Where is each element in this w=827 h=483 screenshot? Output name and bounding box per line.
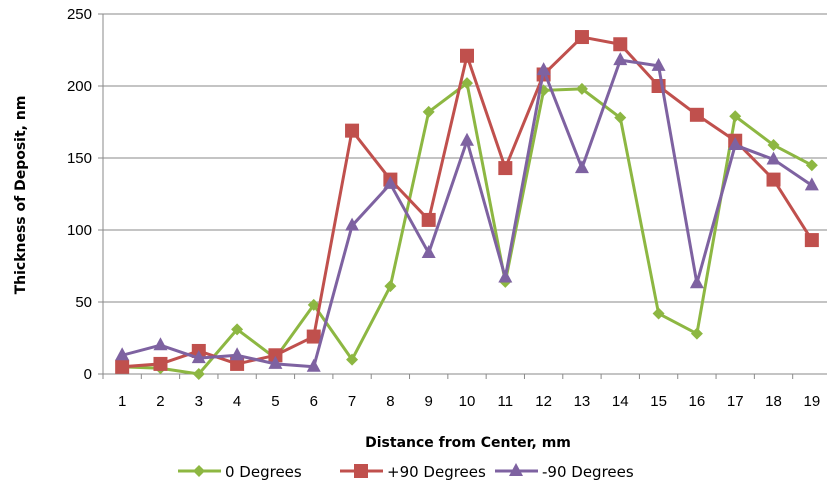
data-point — [306, 358, 321, 372]
data-point — [498, 161, 513, 176]
y-tick-label: 150 — [67, 150, 92, 167]
x-tick-label: 11 — [498, 393, 514, 410]
data-point — [805, 159, 818, 172]
data-point — [421, 212, 436, 227]
data-point — [574, 30, 589, 45]
x-tick-label: 15 — [650, 393, 667, 410]
data-point — [230, 356, 245, 371]
data-point — [230, 347, 245, 361]
data-point — [652, 307, 665, 320]
x-tick-label: 10 — [459, 393, 476, 410]
legend: 0 Degrees +90 Degrees -90 Degrees — [178, 463, 634, 481]
y-tick-label: 100 — [67, 222, 92, 239]
legend-marker — [509, 463, 523, 476]
x-tick-label: 16 — [689, 393, 706, 410]
data-point — [383, 175, 398, 189]
data-point — [461, 77, 473, 90]
legend-label: +90 Degrees — [387, 463, 486, 481]
data-point — [804, 177, 819, 191]
data-point — [689, 275, 704, 289]
x-tick-label: 7 — [348, 393, 356, 410]
data-point — [192, 368, 205, 380]
data-point — [766, 151, 781, 165]
data-point — [307, 298, 320, 311]
x-tick-label: 6 — [310, 393, 318, 410]
data-point — [766, 172, 781, 187]
legend-label: -90 Degrees — [542, 463, 634, 481]
y-axis-title: Thickness of Deposit, nm — [13, 96, 29, 295]
data-point — [306, 329, 321, 344]
data-point — [804, 233, 819, 248]
data-point — [384, 280, 397, 293]
data-point — [729, 110, 742, 123]
data-point — [651, 57, 666, 71]
data-point — [689, 107, 704, 122]
data-point — [231, 323, 244, 336]
x-tick-label: 5 — [271, 393, 279, 410]
data-point — [536, 62, 551, 76]
data-point — [460, 48, 474, 63]
series-group — [115, 30, 819, 380]
data-point — [575, 82, 588, 95]
data-point — [690, 327, 703, 340]
data-point — [191, 350, 206, 364]
legend-item-1: 0 Degrees — [178, 463, 302, 481]
legend-item-2: +90 Degrees — [340, 463, 486, 481]
axes — [98, 13, 827, 379]
data-point — [153, 356, 168, 371]
data-point — [421, 245, 436, 259]
x-tick-label: 18 — [765, 393, 782, 410]
series-3 — [115, 52, 819, 372]
x-tick-label: 4 — [233, 393, 241, 410]
data-point — [345, 123, 360, 138]
series-line — [121, 58, 813, 369]
data-point — [614, 111, 627, 124]
x-tick-label: 13 — [574, 393, 591, 410]
legend-label: 0 Degrees — [225, 463, 302, 481]
data-point — [346, 353, 359, 366]
x-tick-label: 2 — [156, 393, 164, 410]
data-point — [728, 137, 743, 151]
data-point — [268, 348, 283, 363]
data-point — [767, 139, 780, 152]
x-tick-label: 14 — [612, 393, 629, 410]
data-point — [613, 52, 628, 66]
data-point — [115, 359, 130, 374]
x-tick-label: 9 — [425, 393, 433, 410]
series-line — [122, 81, 813, 376]
x-tick-label: 1 — [118, 393, 126, 410]
data-point — [460, 132, 474, 146]
y-tick-labels: 0 50 100 150 200 250 — [67, 6, 92, 383]
x-tick-label: 17 — [727, 393, 744, 410]
y-tick-label: 0 — [84, 366, 92, 383]
gridlines — [103, 13, 827, 303]
data-point — [345, 217, 360, 231]
x-axis-title: Distance from Center, mm — [365, 435, 571, 451]
data-point — [153, 337, 168, 351]
data-point — [613, 37, 628, 52]
y-tick-label: 50 — [75, 294, 92, 311]
x-tick-label: 3 — [195, 393, 203, 410]
legend-marker — [354, 464, 368, 478]
data-point — [115, 347, 130, 361]
x-tick-label: 19 — [803, 393, 820, 410]
x-tick-labels: 1 2 3 4 5 6 7 8 9 10 11 12 13 14 15 16 17 18 19 — [118, 393, 820, 410]
legend-item-3: -90 Degrees — [495, 463, 634, 481]
y-tick-label: 200 — [67, 78, 92, 95]
x-tick-label: 12 — [535, 393, 552, 410]
data-point — [422, 105, 435, 118]
data-point — [268, 355, 283, 369]
data-point — [574, 160, 589, 174]
x-tick-label: 8 — [386, 393, 394, 410]
data-point — [498, 269, 513, 283]
y-tick-label: 250 — [67, 6, 92, 23]
legend-marker — [193, 465, 205, 477]
